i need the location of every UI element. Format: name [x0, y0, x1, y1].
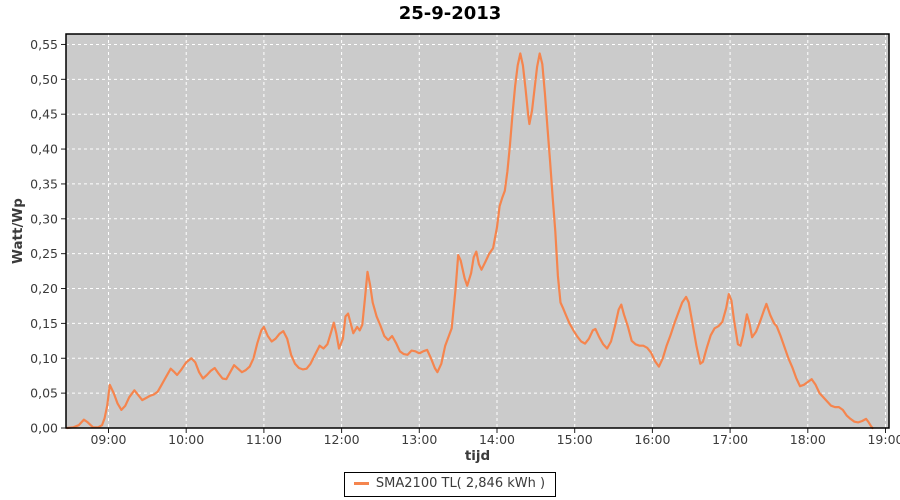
x-tick-label: 15:00 [557, 432, 593, 447]
x-axis-label: tijd [464, 448, 491, 464]
y-tick-label: 0,30 [30, 211, 58, 226]
x-tick-label: 12:00 [324, 432, 360, 447]
y-tick-label: 0,25 [30, 246, 58, 261]
x-tick-label: 13:00 [401, 432, 437, 447]
y-tick-label: 0,50 [30, 72, 58, 87]
y-tick-label: 0,15 [30, 316, 58, 331]
x-tick-label: 14:00 [479, 432, 515, 447]
legend: SMA2100 TL( 2,846 kWh ) [0, 472, 900, 497]
x-tick-label: 16:00 [634, 432, 670, 447]
x-tick-label: 17:00 [712, 432, 748, 447]
series-line [66, 52, 874, 430]
y-tick-label: 0,20 [30, 281, 58, 296]
y-tick-label: 0,35 [30, 176, 58, 191]
page-title: 25-9-2013 [398, 3, 502, 24]
legend-label: SMA2100 TL( 2,846 kWh ) [375, 476, 546, 491]
legend-box: SMA2100 TL( 2,846 kWh ) [343, 472, 557, 497]
y-axis-label-wrap: Watt/Wp [0, 34, 36, 428]
plot-border [65, 33, 890, 429]
y-tick-label: 0,45 [30, 107, 58, 122]
y-tick-label: 0,00 [30, 421, 58, 436]
x-tick-label: 19:00 [867, 432, 900, 447]
plot-background [66, 34, 889, 428]
y-tick-label: 0,40 [30, 142, 58, 157]
x-tick-label: 18:00 [790, 432, 826, 447]
series-line-swatch-icon [353, 482, 369, 486]
x-tick-label: 11:00 [246, 432, 282, 447]
y-tick-label: 0,55 [30, 37, 58, 52]
y-axis-label: Watt/Wp [10, 198, 27, 264]
y-tick-label: 0,05 [30, 386, 58, 401]
x-tick-label: 10:00 [168, 432, 204, 447]
x-tick-label: 09:00 [90, 432, 126, 447]
y-tick-label: 0,10 [30, 351, 58, 366]
